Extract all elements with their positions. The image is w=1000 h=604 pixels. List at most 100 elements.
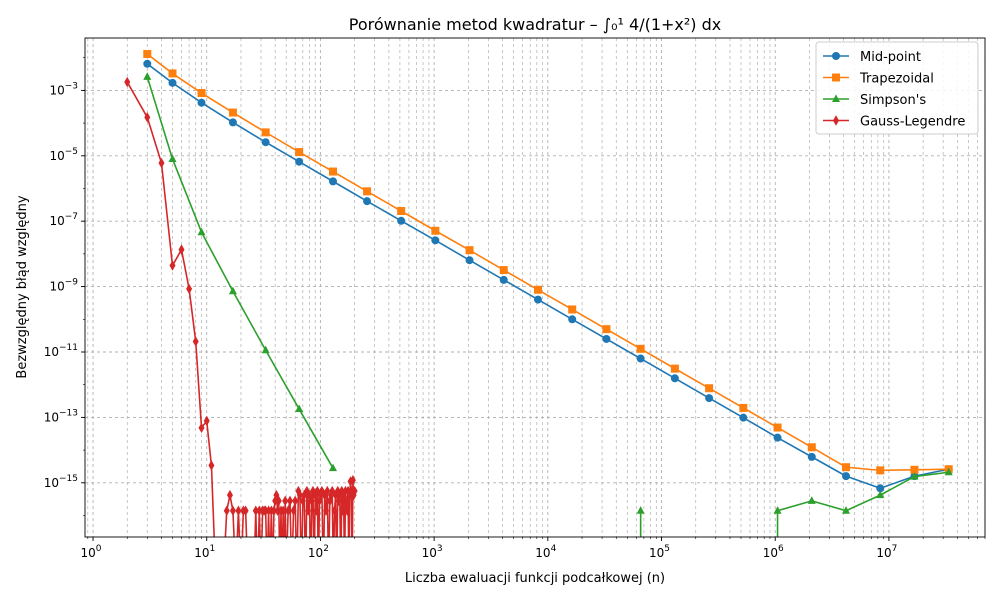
data-point xyxy=(363,187,372,196)
data-point xyxy=(636,506,645,514)
data-point xyxy=(739,403,748,412)
series-layer xyxy=(124,49,953,537)
data-point xyxy=(178,244,185,255)
data-point xyxy=(842,506,851,514)
data-point xyxy=(465,256,474,265)
data-point xyxy=(168,78,177,87)
data-point xyxy=(465,246,474,255)
data-point xyxy=(228,108,237,117)
data-point xyxy=(198,422,205,434)
data-point xyxy=(168,154,177,162)
data-point xyxy=(807,452,816,461)
data-point xyxy=(397,216,406,225)
legend: Mid-point Trapezoidal Simpson's Gauss-Legen… xyxy=(815,41,979,135)
legend-label: Mid-point xyxy=(860,50,921,65)
data-point xyxy=(197,98,206,107)
data-point xyxy=(533,285,542,294)
data-point xyxy=(144,112,151,123)
data-point xyxy=(499,275,508,284)
data-point xyxy=(275,495,282,507)
data-point xyxy=(256,505,263,516)
data-point xyxy=(242,505,249,516)
grid xyxy=(85,38,986,537)
data-point xyxy=(363,197,372,206)
legend-marker xyxy=(833,115,839,126)
data-point xyxy=(186,283,193,295)
data-point xyxy=(168,69,177,78)
data-point xyxy=(876,484,885,493)
legend-marker xyxy=(832,52,840,60)
data-point xyxy=(331,505,338,516)
data-point xyxy=(397,206,406,215)
data-point xyxy=(351,485,358,497)
y-axis-label: Bezwzględny błąd względny xyxy=(15,195,30,378)
data-point xyxy=(295,148,304,157)
data-point xyxy=(208,460,215,471)
legend-marker xyxy=(832,94,840,102)
data-point xyxy=(169,260,176,271)
data-point xyxy=(944,467,953,476)
data-point xyxy=(568,305,577,314)
data-point xyxy=(910,465,919,474)
data-point xyxy=(842,472,851,481)
data-point xyxy=(274,505,281,516)
data-point xyxy=(876,466,885,475)
data-point xyxy=(296,489,303,501)
data-point xyxy=(670,364,679,373)
series-trapezoidal xyxy=(143,49,953,475)
legend-entry: Mid-point xyxy=(823,50,921,65)
data-point xyxy=(328,463,337,472)
data-point xyxy=(910,471,919,480)
data-point xyxy=(143,72,152,80)
data-point xyxy=(252,505,259,516)
data-point xyxy=(807,496,816,504)
y-tick-label: 10−3 xyxy=(49,81,78,97)
ticks: 100 101 102 103 104 105 106 107 10−3 10−5 10−7 10−9… xyxy=(44,57,986,560)
data-point xyxy=(343,495,350,507)
legend-label: Trapezoidal xyxy=(859,72,934,87)
data-point xyxy=(192,336,199,347)
legend-entry: Simpson's xyxy=(823,93,926,108)
x-tick-label: 103 xyxy=(422,544,443,560)
data-point xyxy=(705,394,714,403)
legend-label: Gauss-Legendre xyxy=(860,115,965,130)
legend-marker xyxy=(832,73,840,82)
x-axis-label: Liczba ewaluacji funkcji podcałkowej (n) xyxy=(405,571,665,586)
data-point xyxy=(197,227,206,236)
data-point xyxy=(602,325,611,334)
data-point xyxy=(226,489,233,501)
data-point xyxy=(842,463,851,472)
y-tick-label: 10−5 xyxy=(49,147,78,163)
data-point xyxy=(773,433,782,442)
data-point xyxy=(431,236,440,245)
data-point xyxy=(568,315,577,324)
data-point xyxy=(235,505,242,516)
data-point xyxy=(285,505,292,516)
x-tick-label: 107 xyxy=(876,544,897,560)
data-point xyxy=(773,506,782,514)
y-tick-label: 10−13 xyxy=(44,408,78,424)
data-point xyxy=(261,345,270,354)
data-point xyxy=(773,423,782,432)
data-point xyxy=(876,490,885,499)
data-point xyxy=(602,334,611,343)
data-point xyxy=(280,505,287,516)
data-point xyxy=(328,177,337,186)
legend-entry: Gauss-Legendre xyxy=(823,115,965,130)
y-tick-label: 10−11 xyxy=(44,343,78,359)
data-point xyxy=(305,505,312,516)
legend-label: Simpson's xyxy=(860,93,926,108)
data-point xyxy=(270,505,277,516)
x-tick-label: 104 xyxy=(535,544,556,560)
data-point xyxy=(705,384,714,393)
data-point xyxy=(295,157,304,166)
data-point xyxy=(143,59,152,68)
data-point xyxy=(286,495,293,507)
data-point xyxy=(290,505,297,516)
plot-frame xyxy=(84,37,986,538)
data-point xyxy=(197,89,206,98)
x-tick-label: 101 xyxy=(194,544,215,560)
data-point xyxy=(807,443,816,452)
data-point xyxy=(295,404,304,413)
